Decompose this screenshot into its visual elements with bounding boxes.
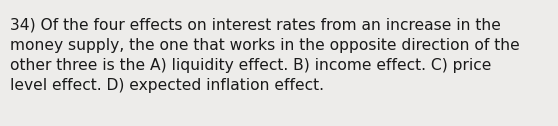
Text: 34) Of the four effects on interest rates from an increase in the
money supply, : 34) Of the four effects on interest rate… [10,18,519,93]
